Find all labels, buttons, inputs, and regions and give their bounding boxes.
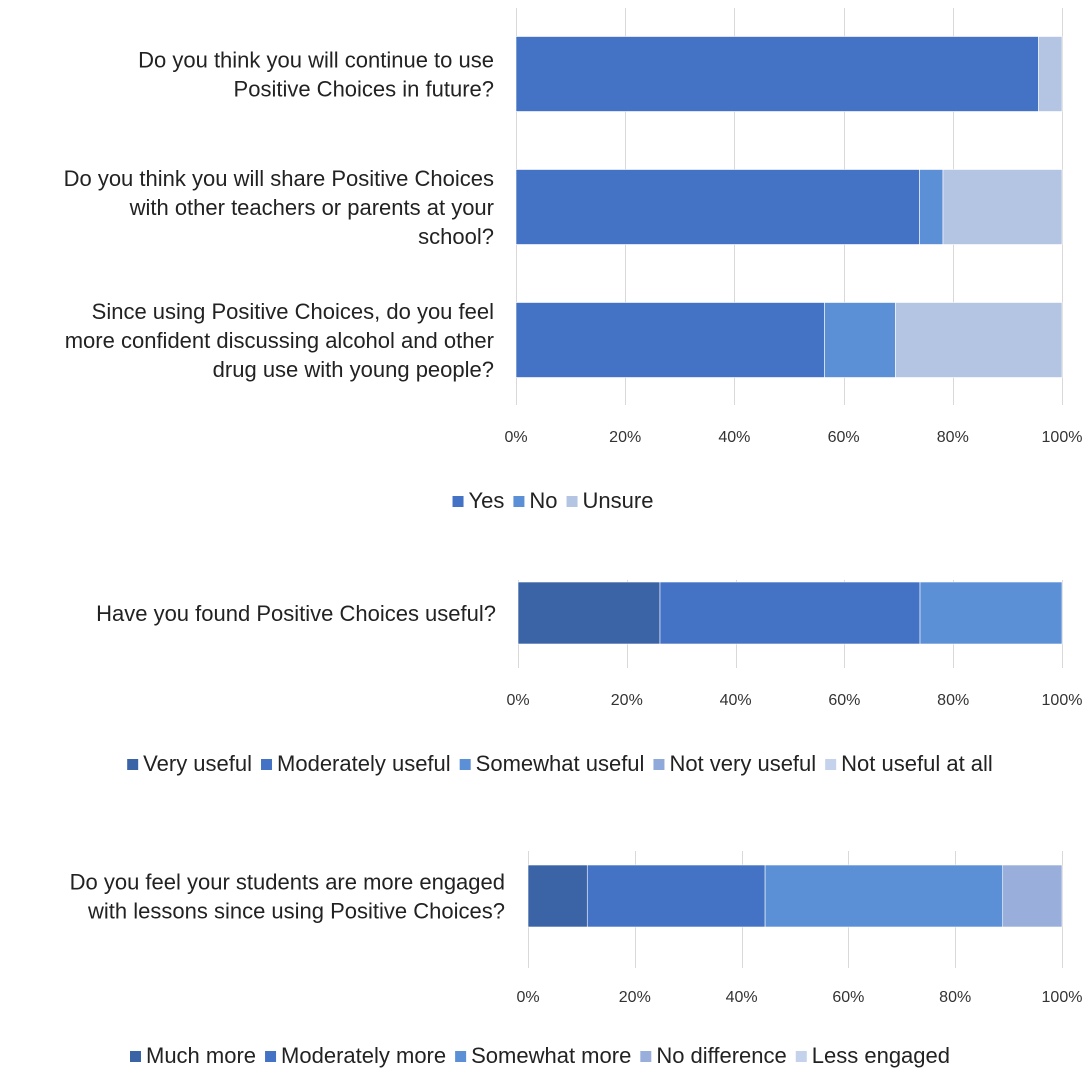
bar-segment: [659, 581, 921, 645]
bar-segment: [1038, 36, 1063, 112]
legend-label: No: [529, 488, 557, 513]
legend-label: Moderately more: [281, 1043, 446, 1068]
x-tick-label: 100%: [1042, 692, 1083, 709]
bar-segment: [527, 864, 588, 928]
bar-segment: [515, 169, 920, 245]
x-tick-label: 40%: [718, 429, 750, 446]
bar-segment: [1002, 864, 1063, 928]
x-tick-label: 40%: [726, 989, 758, 1006]
bar-segment: [895, 302, 1063, 378]
legend-swatch: [265, 1051, 277, 1062]
legend-label: Not useful at all: [841, 751, 993, 776]
bar-segment: [586, 864, 766, 928]
category-label: with other teachers or parents at your: [129, 195, 494, 220]
category-label: Have you found Positive Choices useful?: [96, 601, 496, 626]
legend-swatch: [653, 759, 665, 770]
legend-swatch: [640, 1051, 652, 1062]
legend-label: Less engaged: [812, 1043, 950, 1068]
x-tick-label: 80%: [939, 989, 971, 1006]
category-label: Do you think you will share Positive Cho…: [64, 166, 494, 191]
legend-label: Somewhat useful: [476, 751, 645, 776]
legend-swatch: [455, 1051, 467, 1062]
legend-swatch: [566, 496, 578, 507]
category-label: Positive Choices in future?: [234, 77, 494, 102]
bar-segment: [515, 36, 1039, 112]
category-label: with lessons since using Positive Choice…: [87, 899, 505, 924]
x-tick-label: 40%: [720, 692, 752, 709]
legend-swatch: [459, 759, 471, 770]
x-tick-label: 0%: [516, 989, 539, 1006]
bar-segment: [824, 302, 896, 378]
x-tick-label: 20%: [611, 692, 643, 709]
category-label: Do you think you will continue to use: [138, 48, 494, 73]
bar-segment: [942, 169, 1063, 245]
x-tick-label: 20%: [609, 429, 641, 446]
legend-label: Not very useful: [669, 751, 816, 776]
bar-segment: [764, 864, 1004, 928]
legend-swatch: [825, 759, 837, 770]
bar-segment: [515, 302, 825, 378]
category-label: more confident discussing alcohol and ot…: [65, 328, 494, 353]
x-tick-label: 80%: [937, 429, 969, 446]
bar-segment: [919, 169, 944, 245]
category-label: school?: [418, 224, 494, 249]
legend-swatch: [795, 1051, 807, 1062]
legend-label: Moderately useful: [277, 751, 451, 776]
x-tick-label: 100%: [1042, 989, 1083, 1006]
legend-swatch: [261, 759, 273, 770]
legend-swatch: [127, 759, 139, 770]
legend-label: Yes: [469, 488, 505, 513]
x-tick-label: 100%: [1042, 429, 1083, 446]
legend-label: No difference: [656, 1043, 786, 1068]
category-label: Do you feel your students are more engag…: [70, 870, 505, 895]
bar-segment: [517, 581, 661, 645]
x-tick-label: 60%: [832, 989, 864, 1006]
x-tick-label: 0%: [504, 429, 527, 446]
legend-label: Very useful: [143, 751, 252, 776]
legend-swatch: [513, 496, 525, 507]
legend-swatch: [452, 496, 464, 507]
category-label: Since using Positive Choices, do you fee…: [92, 299, 494, 324]
category-label: drug use with young people?: [213, 357, 494, 382]
x-tick-label: 60%: [828, 692, 860, 709]
legend-swatch: [130, 1051, 141, 1062]
x-tick-label: 20%: [619, 989, 651, 1006]
legend-label: Much more: [146, 1043, 256, 1068]
x-tick-label: 60%: [828, 429, 860, 446]
x-tick-label: 80%: [937, 692, 969, 709]
legend-label: Unsure: [583, 488, 654, 513]
bar-segment: [919, 581, 1063, 645]
x-tick-label: 0%: [506, 692, 529, 709]
legend-label: Somewhat more: [471, 1043, 631, 1068]
